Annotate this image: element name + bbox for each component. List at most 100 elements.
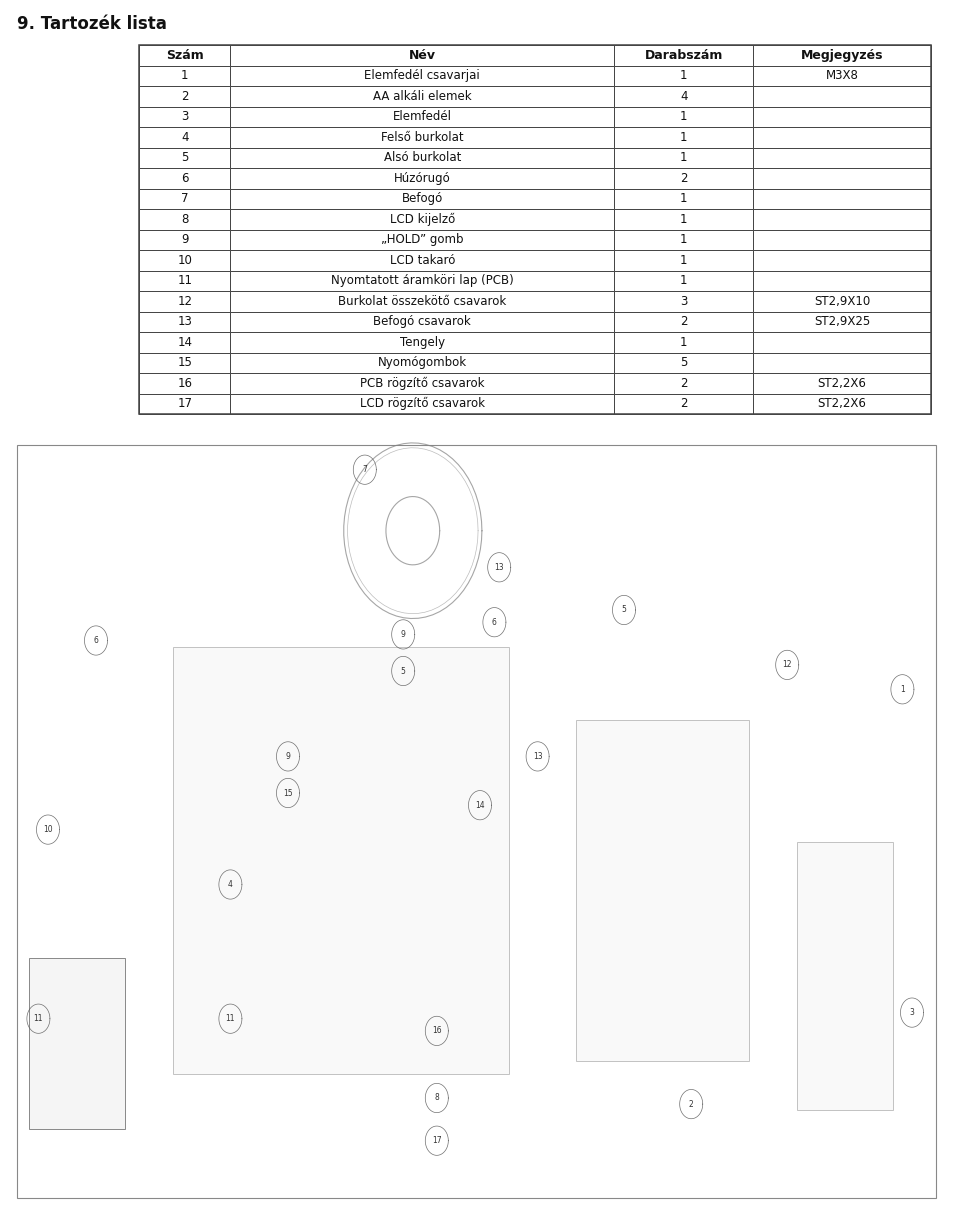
Bar xyxy=(753,373,931,394)
Text: 15: 15 xyxy=(283,788,293,798)
Text: 5: 5 xyxy=(400,666,406,676)
Text: Elemfedél: Elemfedél xyxy=(393,110,452,123)
Bar xyxy=(614,394,753,414)
Text: Tengely: Tengely xyxy=(399,336,444,349)
Bar xyxy=(139,148,230,168)
Bar xyxy=(230,271,614,292)
Bar xyxy=(614,229,753,250)
Bar xyxy=(139,168,230,189)
Bar xyxy=(230,127,614,148)
Text: ST2,2X6: ST2,2X6 xyxy=(818,377,867,390)
Bar xyxy=(614,271,753,292)
Bar xyxy=(139,332,230,353)
Bar xyxy=(797,842,893,1110)
Bar xyxy=(753,168,931,189)
Text: 3: 3 xyxy=(181,110,188,123)
Bar xyxy=(753,209,931,229)
Text: LCD takaró: LCD takaró xyxy=(390,254,455,267)
Text: 6: 6 xyxy=(181,172,188,185)
Text: AA alkáli elemek: AA alkáli elemek xyxy=(373,90,471,102)
Bar xyxy=(230,394,614,414)
Bar xyxy=(139,250,230,271)
Bar xyxy=(753,87,931,106)
Bar xyxy=(230,189,614,209)
Bar xyxy=(230,353,614,373)
Text: Elemfedél csavarjai: Elemfedél csavarjai xyxy=(365,70,480,83)
Text: ST2,9X25: ST2,9X25 xyxy=(814,315,870,328)
Text: 2: 2 xyxy=(689,1099,693,1109)
Text: 10: 10 xyxy=(43,825,53,834)
Text: 2: 2 xyxy=(680,398,687,410)
Text: Nyomtatott áramköri lap (PCB): Nyomtatott áramköri lap (PCB) xyxy=(331,274,514,288)
Bar xyxy=(139,353,230,373)
Text: 3: 3 xyxy=(909,1008,915,1017)
Text: 10: 10 xyxy=(178,254,192,267)
Text: Megjegyzés: Megjegyzés xyxy=(801,49,883,62)
Bar xyxy=(139,292,230,311)
Text: 9: 9 xyxy=(285,752,291,761)
Text: Burkolat összekötő csavarok: Burkolat összekötő csavarok xyxy=(338,295,507,307)
Bar xyxy=(230,209,614,229)
Bar xyxy=(753,127,931,148)
Bar xyxy=(753,353,931,373)
Text: ST2,9X10: ST2,9X10 xyxy=(814,295,870,307)
Bar xyxy=(614,189,753,209)
Bar xyxy=(139,373,230,394)
Text: 1: 1 xyxy=(680,70,687,83)
Bar xyxy=(139,394,230,414)
Text: Szám: Szám xyxy=(166,49,204,62)
Bar xyxy=(17,445,936,1198)
Bar xyxy=(614,87,753,106)
Text: Darabszám: Darabszám xyxy=(644,49,723,62)
Bar xyxy=(139,106,230,127)
Text: Befogó csavarok: Befogó csavarok xyxy=(373,315,471,328)
Bar xyxy=(753,66,931,87)
Bar xyxy=(614,311,753,332)
Bar xyxy=(29,958,125,1128)
Text: Alsó burkolat: Alsó burkolat xyxy=(384,151,461,165)
Bar xyxy=(614,373,753,394)
Text: Húzórugó: Húzórugó xyxy=(394,172,450,185)
Text: Nyomógombok: Nyomógombok xyxy=(378,356,467,370)
Bar xyxy=(230,373,614,394)
Text: 8: 8 xyxy=(181,212,188,226)
Bar xyxy=(753,106,931,127)
Text: 4: 4 xyxy=(228,880,233,889)
Text: 2: 2 xyxy=(680,172,687,185)
Text: 11: 11 xyxy=(34,1014,43,1024)
Bar xyxy=(753,292,931,311)
Text: 4: 4 xyxy=(680,90,687,102)
Bar xyxy=(614,250,753,271)
Text: 17: 17 xyxy=(432,1136,442,1146)
Bar xyxy=(753,250,931,271)
Bar xyxy=(139,189,230,209)
Bar xyxy=(230,292,614,311)
Bar xyxy=(576,720,749,1061)
Text: 16: 16 xyxy=(432,1026,442,1036)
Bar xyxy=(230,311,614,332)
Text: LCD rögzítő csavarok: LCD rögzítő csavarok xyxy=(360,398,485,410)
Text: M3X8: M3X8 xyxy=(826,70,858,83)
Bar xyxy=(230,229,614,250)
Text: 7: 7 xyxy=(362,465,368,475)
Text: Név: Név xyxy=(409,49,436,62)
Text: 1: 1 xyxy=(900,684,904,694)
Text: 14: 14 xyxy=(475,800,485,810)
Bar xyxy=(753,189,931,209)
Bar xyxy=(614,106,753,127)
Bar xyxy=(753,311,931,332)
Text: 5: 5 xyxy=(181,151,188,165)
Bar xyxy=(139,311,230,332)
Text: 14: 14 xyxy=(178,336,192,349)
Text: Befogó: Befogó xyxy=(401,193,443,205)
Bar xyxy=(614,168,753,189)
Text: 6: 6 xyxy=(93,636,99,645)
Bar xyxy=(753,332,931,353)
Bar xyxy=(230,66,614,87)
Text: 12: 12 xyxy=(178,295,192,307)
Bar xyxy=(139,45,230,66)
Text: 3: 3 xyxy=(680,295,687,307)
Text: 4: 4 xyxy=(181,131,188,144)
Bar xyxy=(139,209,230,229)
Bar xyxy=(230,168,614,189)
